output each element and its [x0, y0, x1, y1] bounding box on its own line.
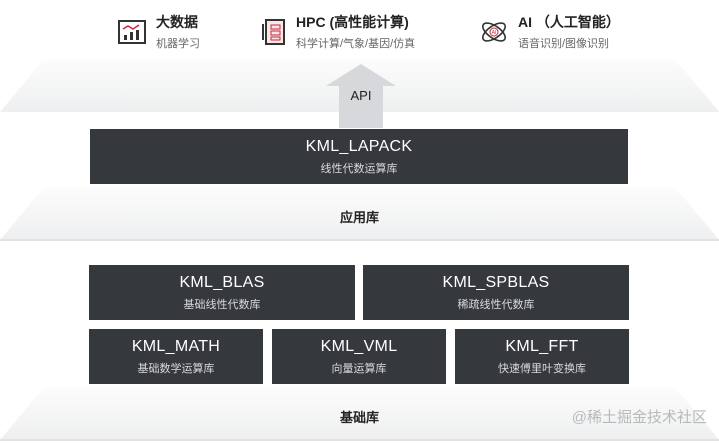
- box-title: KML_FFT: [505, 337, 579, 355]
- base-platform-edge: [0, 439, 719, 441]
- box-subtitle: 向量运算库: [331, 362, 387, 375]
- spblas-box: KML_SPBLAS 稀疏线性代数库: [363, 265, 629, 320]
- app-title: AI （人工智能）: [518, 14, 620, 30]
- box-subtitle: 基础数学运算库: [137, 362, 215, 375]
- box-subtitle: 基础线性代数库: [183, 298, 261, 311]
- app-platform: [0, 188, 719, 240]
- svg-text:AI: AI: [492, 30, 497, 36]
- app-subtitle: 科学计算/气象/基因/仿真: [296, 38, 416, 50]
- box-title: KML_MATH: [131, 337, 221, 355]
- box-title: KML_SPBLAS: [442, 273, 550, 291]
- app-hpc: HPC (高性能计算) 科学计算/气象/基因/仿真: [262, 12, 415, 51]
- box-title: KML_BLAS: [179, 273, 265, 291]
- server-icon: [262, 18, 285, 45]
- blas-box: KML_BLAS 基础线性代数库: [89, 265, 355, 320]
- api-label: API: [350, 88, 372, 103]
- math-box: KML_MATH 基础数学运算库: [89, 329, 263, 384]
- fft-box: KML_FFT 快速傅里叶变换库: [455, 329, 629, 384]
- app-bigdata: 大数据 机器学习: [118, 12, 200, 51]
- app-layer-label: 应用库: [339, 210, 379, 225]
- app-title: 大数据: [156, 14, 198, 30]
- app-title: HPC (高性能计算): [296, 14, 409, 30]
- app-subtitle: 语音识别/图像识别: [518, 38, 610, 50]
- chart-icon: [118, 19, 146, 44]
- atom-ai-icon: AI: [482, 21, 506, 42]
- watermark: @稀土掘金技术社区: [571, 409, 707, 426]
- box-subtitle: 线性代数运算库: [320, 162, 398, 175]
- api-arrow-icon: [326, 64, 396, 128]
- base-layer-label: 基础库: [339, 410, 379, 425]
- app-ai: AI AI （人工智能） 语音识别/图像识别: [480, 12, 620, 51]
- lapack-box: KML_LAPACK 线性代数运算库: [90, 129, 628, 184]
- vml-box: KML_VML 向量运算库: [272, 329, 446, 384]
- app-subtitle: 机器学习: [156, 38, 200, 50]
- box-title: KML_VML: [320, 337, 398, 355]
- box-title: KML_LAPACK: [305, 137, 413, 155]
- box-subtitle: 稀疏线性代数库: [457, 298, 535, 311]
- app-platform-edge: [0, 239, 719, 241]
- box-subtitle: 快速傅里叶变换库: [498, 362, 586, 375]
- base-platform: [0, 388, 719, 440]
